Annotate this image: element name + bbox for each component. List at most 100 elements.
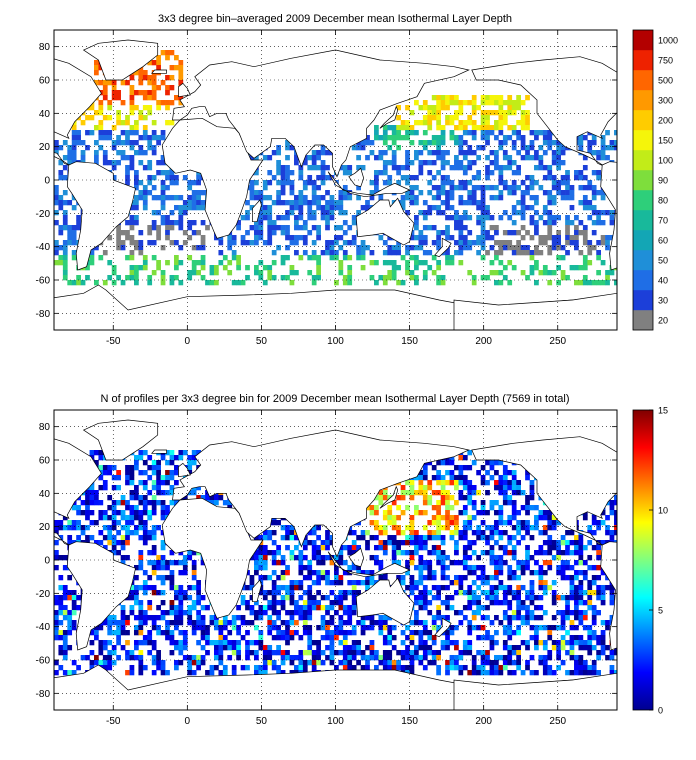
- heatmap-cell: [387, 260, 393, 266]
- heatmap-cell: [329, 630, 335, 636]
- heatmap-cell: [476, 625, 481, 631]
- heatmap-cell: [285, 180, 290, 186]
- heatmap-cell: [338, 595, 344, 601]
- heatmap-cell: [160, 180, 166, 186]
- heatmap-cell: [67, 610, 73, 616]
- heatmap-cell: [285, 610, 290, 616]
- heatmap-cell: [445, 205, 450, 211]
- heatmap-cell: [436, 560, 441, 566]
- heatmap-cell: [405, 480, 410, 486]
- heatmap-cell: [231, 255, 237, 261]
- heatmap-cell: [347, 550, 353, 556]
- heatmap-cell: [449, 185, 455, 191]
- heatmap-cell: [80, 155, 86, 161]
- heatmap-cell: [454, 215, 459, 221]
- heatmap-cell: [342, 630, 348, 636]
- heatmap-cell: [471, 150, 477, 156]
- heatmap-cell: [436, 605, 441, 611]
- heatmap-cell: [529, 610, 535, 616]
- heatmap-cell: [396, 165, 401, 171]
- heatmap-cell: [76, 135, 81, 141]
- heatmap-cell: [258, 215, 264, 221]
- heatmap-cell: [116, 485, 121, 491]
- heatmap-cell: [520, 180, 526, 186]
- heatmap-cell: [338, 555, 344, 561]
- heatmap-cell: [325, 595, 330, 601]
- heatmap-cell: [462, 210, 468, 216]
- heatmap-cell: [67, 280, 73, 286]
- heatmap-cell: [360, 245, 366, 251]
- heatmap-cell: [494, 250, 499, 256]
- heatmap-cell: [600, 620, 606, 626]
- heatmap-cell: [600, 590, 606, 596]
- heatmap-cell: [169, 175, 175, 181]
- heatmap-cell: [387, 160, 393, 166]
- heatmap-cell: [271, 610, 277, 616]
- heatmap-cell: [565, 230, 570, 236]
- heatmap-cell: [160, 490, 166, 496]
- heatmap-cell: [431, 625, 437, 631]
- heatmap-cell: [98, 80, 104, 86]
- heatmap-cell: [378, 565, 384, 571]
- heatmap-cell: [342, 280, 348, 286]
- heatmap-cell: [445, 180, 450, 186]
- heatmap-cell: [596, 545, 601, 551]
- heatmap-cell: [249, 595, 255, 601]
- heatmap-cell: [458, 510, 464, 516]
- heatmap-cell: [538, 185, 544, 191]
- heatmap-cell: [267, 220, 273, 226]
- heatmap-cell: [431, 640, 437, 646]
- heatmap-cell: [422, 600, 428, 606]
- heatmap-cell: [542, 190, 548, 196]
- heatmap-cell: [569, 540, 575, 546]
- heatmap-cell: [498, 570, 504, 576]
- colorbar-tick-label: 20: [658, 316, 668, 326]
- heatmap-cell: [507, 615, 513, 621]
- heatmap-cell: [534, 265, 539, 271]
- heatmap-cell: [285, 545, 290, 551]
- heatmap-cell: [556, 610, 561, 616]
- heatmap-cell: [467, 555, 473, 561]
- heatmap-cell: [551, 155, 557, 161]
- heatmap-cell: [360, 240, 366, 246]
- heatmap-cell: [160, 610, 166, 616]
- heatmap-cell: [307, 200, 313, 206]
- heatmap-cell: [169, 180, 175, 186]
- heatmap-cell: [516, 605, 521, 611]
- heatmap-cell: [245, 630, 250, 636]
- heatmap-cell: [467, 200, 473, 206]
- heatmap-cell: [62, 645, 68, 651]
- heatmap-cell: [520, 155, 526, 161]
- heatmap-cell: [538, 605, 544, 611]
- heatmap-cell: [338, 620, 344, 626]
- heatmap-cell: [62, 640, 68, 646]
- heatmap-cell: [414, 155, 419, 161]
- heatmap-cell: [378, 530, 384, 536]
- heatmap-cell: [134, 275, 139, 281]
- heatmap-cell: [338, 235, 344, 241]
- heatmap-cell: [276, 630, 281, 636]
- heatmap-cell: [387, 640, 393, 646]
- heatmap-cell: [378, 620, 384, 626]
- heatmap-cell: [551, 185, 557, 191]
- heatmap-cell: [98, 65, 104, 71]
- heatmap-cell: [391, 560, 397, 566]
- heatmap-cell: [147, 80, 153, 86]
- heatmap-cell: [116, 235, 121, 241]
- heatmap-cell: [507, 215, 513, 221]
- heatmap-cell: [489, 635, 495, 641]
- heatmap-cell: [165, 105, 170, 111]
- colorbar-tick-label: 40: [658, 276, 668, 286]
- heatmap-cell: [507, 600, 513, 606]
- heatmap-cell: [120, 610, 126, 616]
- heatmap-cell: [609, 595, 615, 601]
- heatmap-cell: [422, 630, 428, 636]
- heatmap-cell: [480, 135, 486, 141]
- heatmap-cell: [54, 245, 59, 251]
- heatmap-cell: [551, 150, 557, 156]
- heatmap-cell: [338, 590, 344, 596]
- heatmap-cell: [129, 110, 135, 116]
- heatmap-cell: [191, 450, 197, 456]
- heatmap-cell: [454, 550, 459, 556]
- heatmap-cell: [329, 195, 335, 201]
